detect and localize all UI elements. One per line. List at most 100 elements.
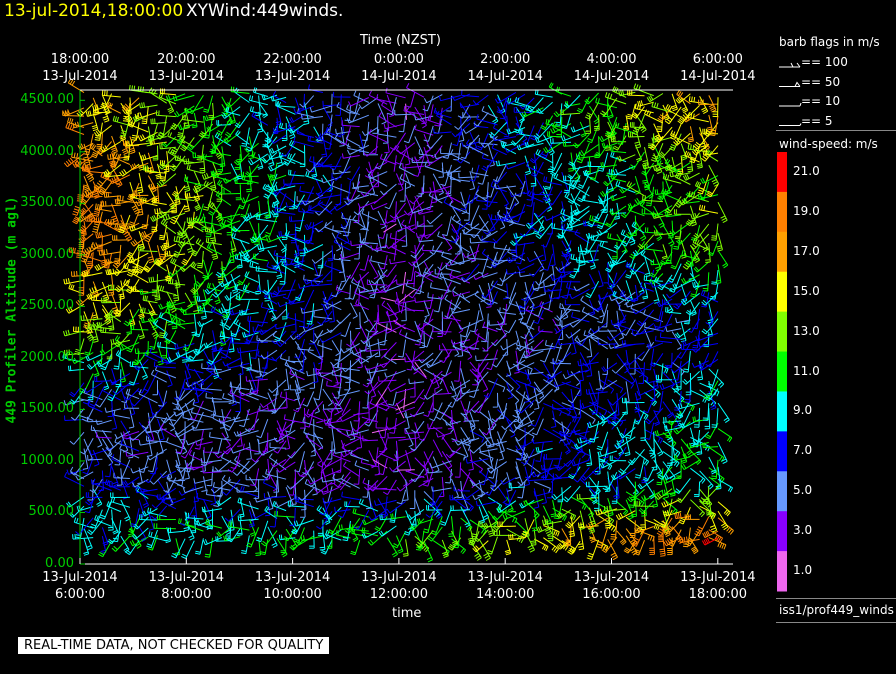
wind-barb: [92, 449, 100, 467]
wind-barb: [377, 318, 397, 324]
wind-barb: [596, 431, 609, 451]
top-tick-date: 14-Jul-2014: [467, 69, 543, 84]
wind-barb: [72, 155, 94, 168]
wind-barb: [654, 126, 673, 143]
wind-barb: [653, 303, 664, 322]
wind-barb: [482, 520, 498, 530]
wind-barb: [625, 261, 645, 274]
wind-barb: [113, 348, 122, 370]
wind-barb: [262, 432, 269, 452]
wind-barb: [259, 447, 278, 456]
wind-barb: [147, 507, 167, 518]
wind-barb: [513, 203, 526, 223]
wind-barb: [488, 121, 508, 138]
top-tick-label: 4:00:00 14-Jul-2014: [567, 51, 657, 85]
wind-barb: [515, 122, 528, 143]
wind-barb: [237, 515, 259, 522]
wind-barb: [483, 378, 498, 398]
wind-barb: [700, 145, 719, 162]
wind-barb: [69, 382, 85, 398]
wind-barb: [137, 131, 158, 142]
wind-barb: [563, 94, 581, 109]
wind-barb: [338, 155, 351, 174]
wind-barb: [153, 258, 167, 272]
wind-barb: [239, 408, 250, 428]
wind-barb: [691, 360, 710, 368]
wind-barb: [264, 458, 271, 480]
wind-barb: [342, 461, 360, 478]
wind-barb: [109, 174, 131, 185]
bottom-tick-label: 13-Jul-2014 14:00:00: [460, 569, 550, 603]
wind-barb: [327, 398, 342, 413]
wind-barb: [156, 123, 177, 140]
wind-barb: [460, 194, 471, 211]
wind-barb: [436, 111, 452, 126]
wind-barb: [685, 372, 692, 396]
wind-barb: [474, 371, 489, 384]
wind-barb: [570, 496, 587, 510]
wind-barb: [675, 369, 682, 390]
wind-barb: [123, 308, 140, 327]
wind-barb: [432, 439, 443, 458]
wind-barb: [333, 91, 351, 98]
wind-barb: [332, 225, 351, 234]
wind-barb: [563, 450, 581, 467]
wind-barb: [441, 251, 461, 265]
wind-barb: [314, 481, 333, 494]
wind-barb: [567, 204, 574, 222]
wind-barb: [611, 136, 627, 143]
wind-barb: [599, 379, 618, 390]
wind-barb: [242, 284, 259, 295]
wind-barb: [210, 170, 232, 177]
wind-barb: [384, 137, 390, 154]
wind-barb: [490, 181, 507, 193]
wind-barb: [171, 538, 186, 559]
wind-barb: [180, 421, 186, 441]
wind-barb: [126, 243, 140, 259]
wind-barb: [362, 121, 370, 142]
wind-barb: [365, 346, 388, 352]
wind-barb: [514, 350, 520, 374]
wind-barb: [64, 349, 85, 356]
wind-barb: [177, 319, 195, 326]
wind-barb: [469, 164, 480, 182]
wind-barb: [201, 363, 222, 371]
wind-barb: [687, 153, 694, 173]
wind-barb: [297, 466, 314, 477]
wind-barb: [425, 193, 434, 211]
wind-barb: [465, 458, 489, 464]
wind-barb: [160, 423, 177, 438]
wind-barb: [570, 253, 590, 263]
wind-barb: [141, 508, 158, 517]
wind-barb: [281, 302, 288, 320]
wind-barb: [151, 505, 168, 520]
wind-barb: [138, 152, 145, 171]
wind-barb: [174, 343, 195, 350]
wind-barb: [527, 190, 544, 203]
wind-barb: [486, 419, 492, 439]
bottom-tick-date: 13-Jul-2014: [361, 570, 437, 585]
wind-barb: [395, 291, 401, 312]
wind-barb: [383, 223, 397, 233]
wind-barb: [284, 430, 291, 450]
wind-barb: [583, 235, 600, 254]
wind-barb: [204, 282, 223, 295]
wind-barb: [228, 382, 235, 404]
header-plot-name: XYWind:449winds.: [186, 1, 344, 21]
wind-barb: [577, 527, 585, 551]
wind-barb: [306, 303, 315, 325]
wind-barb: [460, 427, 472, 446]
wind-barb: [127, 252, 149, 264]
wind-barb: [291, 313, 297, 333]
wind-barb: [82, 389, 94, 405]
wind-barb: [283, 368, 290, 391]
wind-barb: [72, 194, 85, 216]
wind-barb: [96, 359, 112, 368]
wind-barb: [611, 486, 618, 504]
wind-barb: [156, 173, 177, 188]
wind-barb: [200, 383, 222, 391]
wind-barb: [652, 490, 659, 508]
wind-barb: [368, 279, 376, 297]
wind-barb: [521, 304, 535, 325]
wind-barb: [576, 96, 590, 113]
